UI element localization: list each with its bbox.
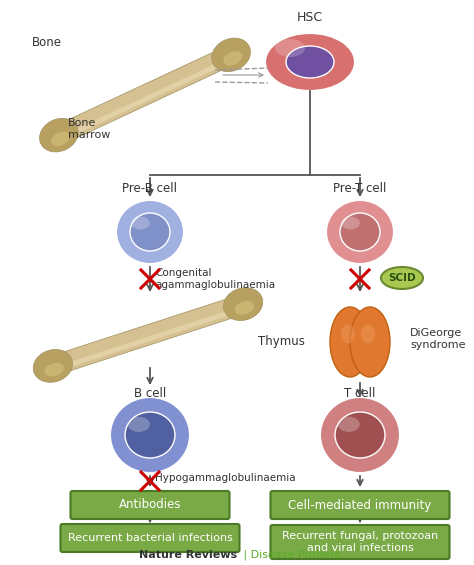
FancyBboxPatch shape: [271, 491, 449, 519]
Ellipse shape: [265, 33, 355, 91]
Text: T cell: T cell: [344, 387, 376, 400]
Text: Recurrent fungal, protozoan
and viral infections: Recurrent fungal, protozoan and viral in…: [282, 531, 438, 553]
Ellipse shape: [116, 200, 184, 264]
Ellipse shape: [212, 38, 250, 72]
Ellipse shape: [330, 307, 370, 377]
Ellipse shape: [338, 417, 360, 432]
Ellipse shape: [131, 216, 150, 229]
Ellipse shape: [326, 200, 394, 264]
Text: HSC: HSC: [297, 11, 323, 24]
Ellipse shape: [320, 397, 400, 473]
Text: Pre-B cell: Pre-B cell: [122, 182, 177, 195]
Ellipse shape: [125, 412, 175, 458]
Polygon shape: [55, 46, 235, 144]
FancyBboxPatch shape: [271, 525, 449, 559]
Text: Pre-T cell: Pre-T cell: [333, 182, 387, 195]
Ellipse shape: [130, 213, 170, 251]
Ellipse shape: [128, 417, 150, 432]
FancyBboxPatch shape: [61, 524, 239, 552]
Polygon shape: [50, 294, 246, 375]
Text: Hypogammaglobulinaemia: Hypogammaglobulinaemia: [155, 473, 296, 483]
Ellipse shape: [39, 118, 78, 152]
Ellipse shape: [381, 267, 423, 289]
Polygon shape: [68, 310, 231, 367]
Ellipse shape: [51, 132, 70, 146]
Text: DiGeorge
syndrome: DiGeorge syndrome: [410, 328, 465, 350]
Text: Congenital
agammaglobulinaemia: Congenital agammaglobulinaemia: [155, 268, 275, 290]
Text: | Disease Primers: | Disease Primers: [240, 550, 340, 560]
Text: Thymus: Thymus: [258, 336, 305, 349]
Ellipse shape: [33, 350, 73, 383]
Ellipse shape: [223, 288, 263, 320]
Ellipse shape: [341, 216, 360, 229]
Text: Cell-mediated immunity: Cell-mediated immunity: [288, 498, 432, 511]
Ellipse shape: [350, 307, 390, 377]
Text: Bone
marrow: Bone marrow: [68, 118, 110, 140]
Ellipse shape: [341, 324, 355, 344]
Ellipse shape: [110, 397, 190, 473]
Text: Recurrent bacterial infections: Recurrent bacterial infections: [68, 533, 232, 543]
Text: Nature Reviews: Nature Reviews: [139, 550, 237, 560]
Ellipse shape: [361, 324, 375, 344]
Ellipse shape: [335, 412, 385, 458]
Ellipse shape: [235, 301, 254, 315]
Ellipse shape: [223, 51, 242, 66]
FancyBboxPatch shape: [71, 491, 229, 519]
Text: Antibodies: Antibodies: [119, 498, 181, 511]
Ellipse shape: [275, 39, 305, 57]
Ellipse shape: [286, 46, 334, 78]
Ellipse shape: [45, 363, 64, 376]
Text: B cell: B cell: [134, 387, 166, 400]
Text: Bone: Bone: [32, 36, 62, 49]
Polygon shape: [73, 62, 221, 135]
Text: SCID: SCID: [388, 273, 416, 283]
Ellipse shape: [340, 213, 380, 251]
